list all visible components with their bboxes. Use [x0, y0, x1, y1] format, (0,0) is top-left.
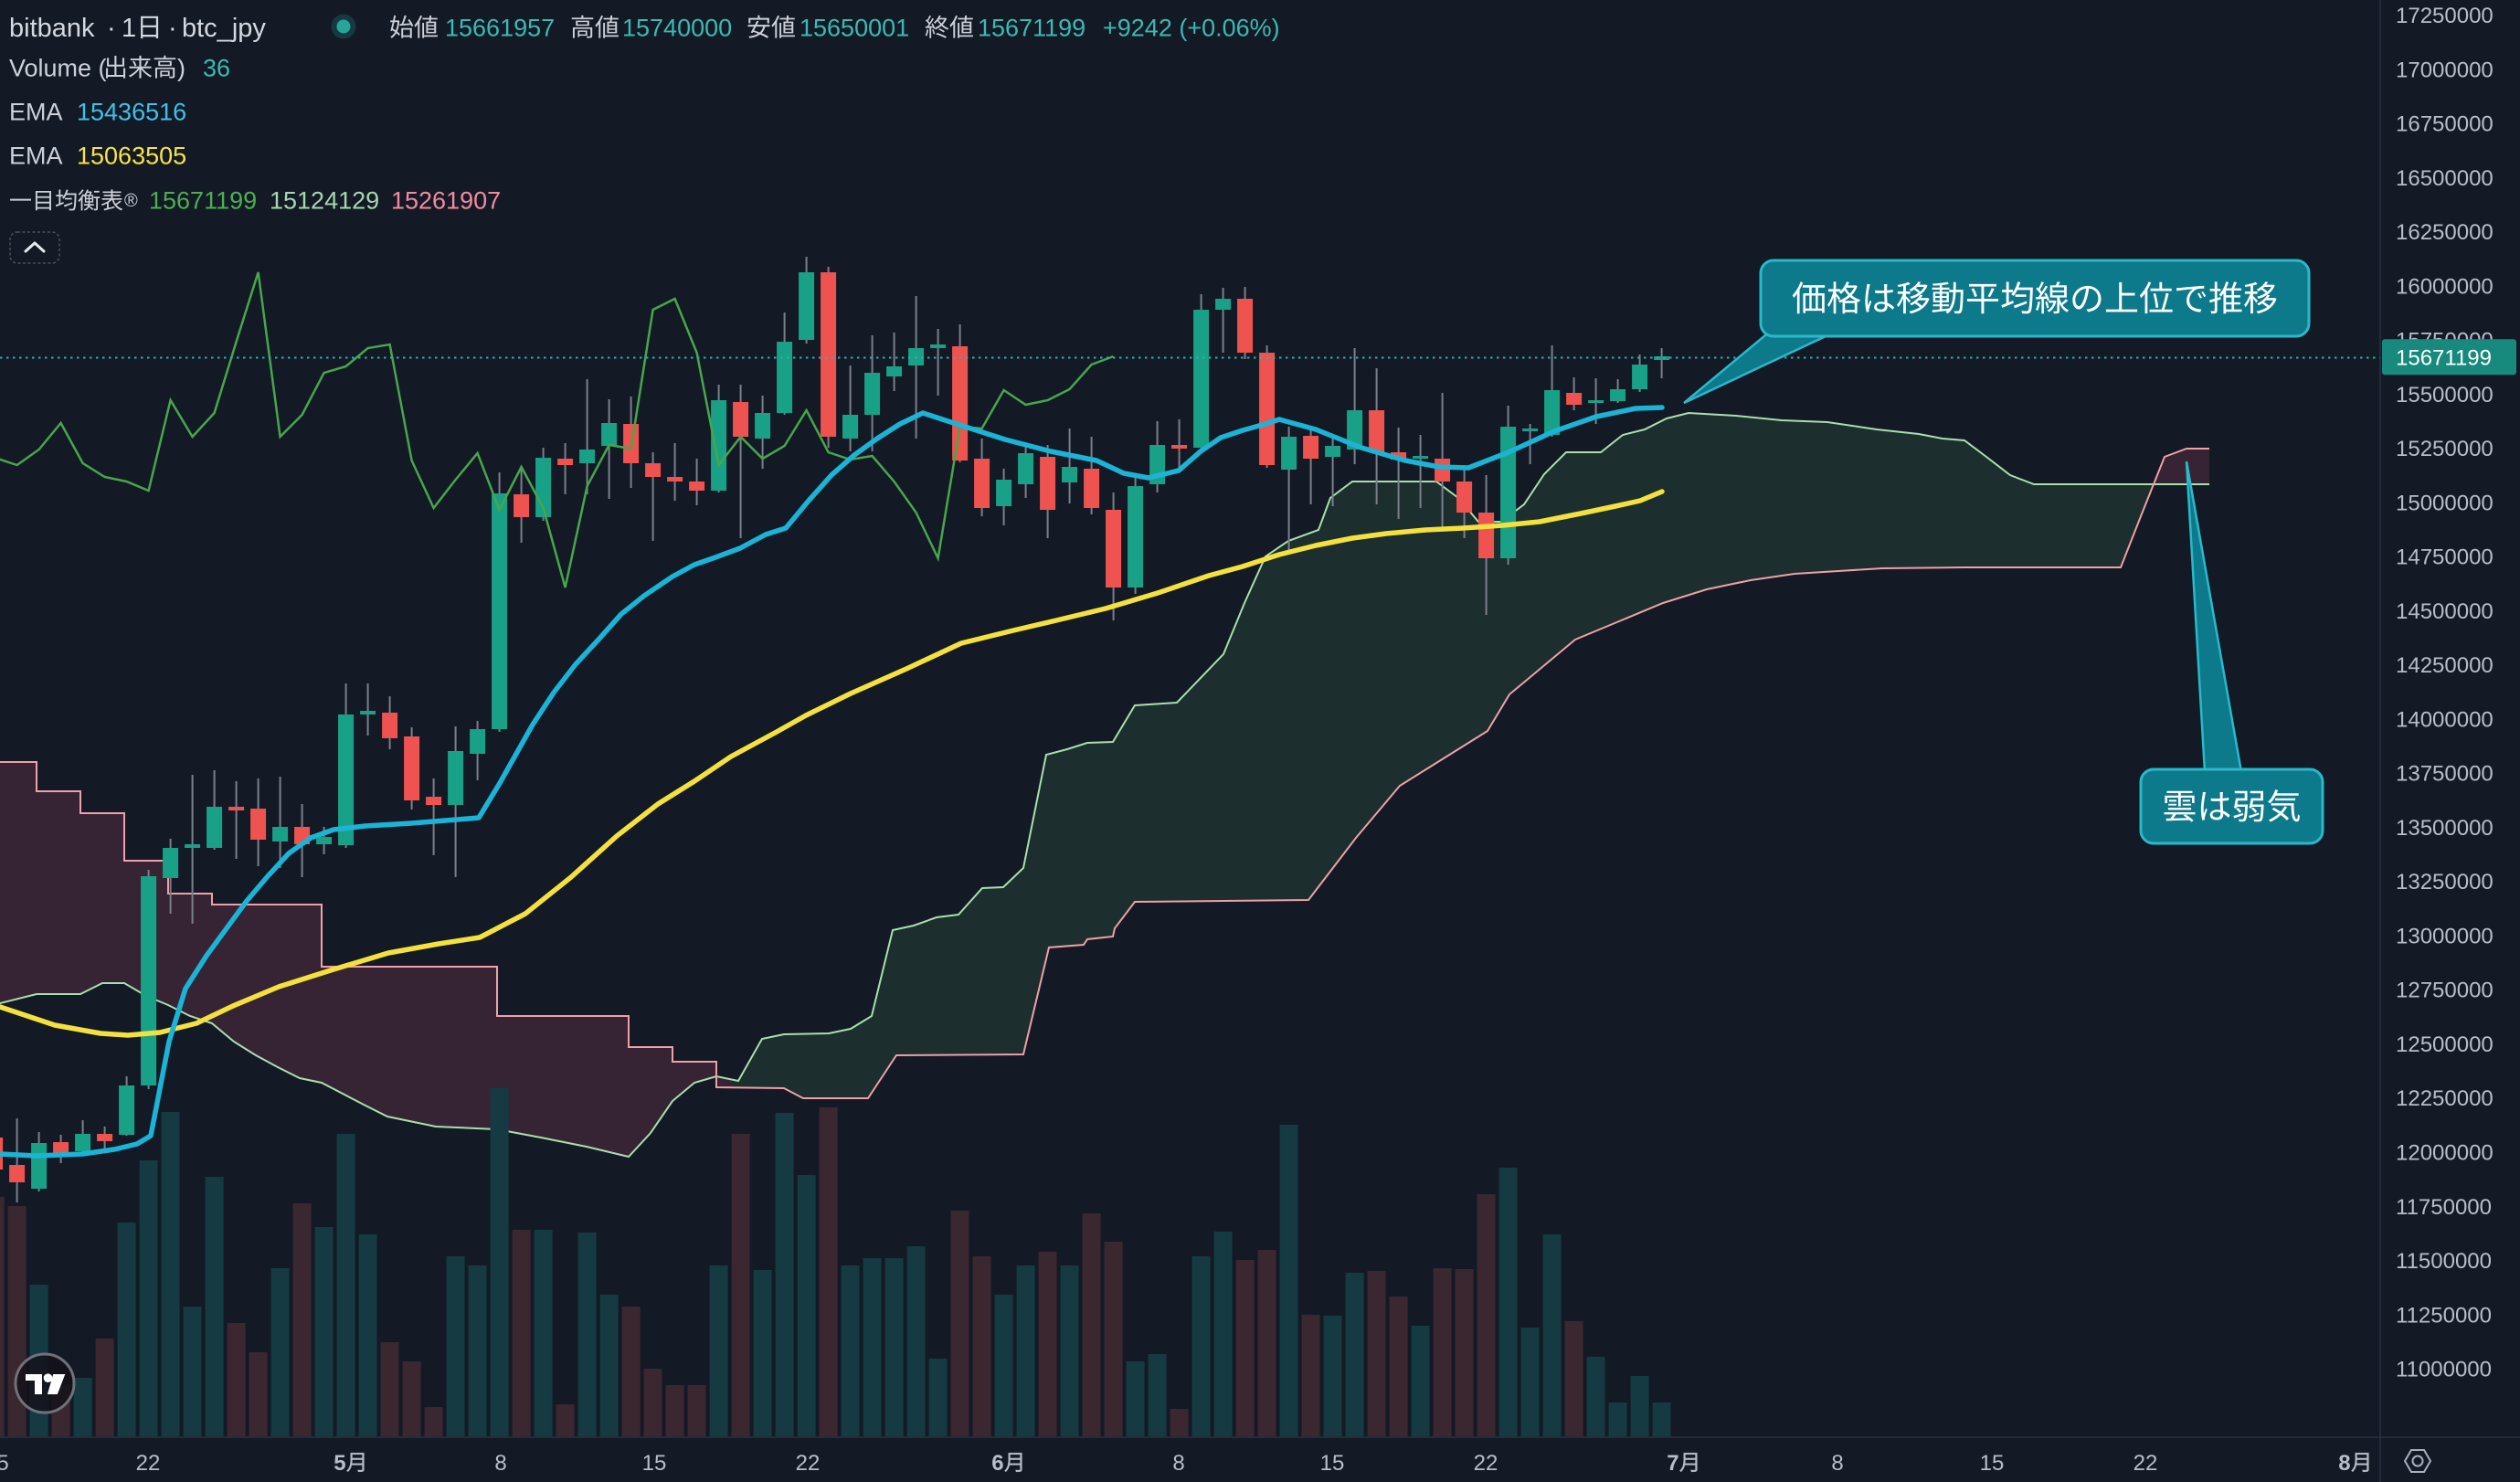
- svg-text:5: 5: [334, 1451, 345, 1476]
- svg-text:22: 22: [796, 1451, 821, 1476]
- svg-text:15671199: 15671199: [149, 186, 257, 214]
- svg-text:15: 15: [1980, 1451, 2005, 1476]
- svg-text:16250000: 16250000: [2396, 220, 2494, 245]
- svg-text:12500000: 12500000: [2396, 1032, 2494, 1057]
- svg-text:36: 36: [203, 55, 230, 82]
- svg-text:Volume (: Volume (: [9, 55, 107, 82]
- svg-text:12000000: 12000000: [2396, 1141, 2494, 1166]
- svg-text:13750000: 13750000: [2396, 762, 2494, 787]
- svg-text:+9242 (+0.06%): +9242 (+0.06%): [1103, 15, 1280, 42]
- svg-text:15436516: 15436516: [77, 98, 186, 125]
- svg-text:17000000: 17000000: [2396, 58, 2494, 82]
- svg-text:17250000: 17250000: [2396, 4, 2494, 28]
- svg-text:11750000: 11750000: [2396, 1195, 2492, 1220]
- svg-text:15: 15: [1320, 1451, 1345, 1476]
- svg-text:15650001: 15650001: [799, 15, 909, 42]
- svg-text:·: ·: [168, 14, 177, 43]
- svg-text:1: 1: [122, 14, 136, 43]
- svg-text:13500000: 13500000: [2396, 816, 2494, 841]
- svg-text:6: 6: [991, 1451, 1003, 1476]
- svg-text:8: 8: [2338, 1451, 2350, 1476]
- svg-text:bitbank: bitbank: [9, 14, 95, 43]
- svg-text:8: 8: [1172, 1451, 1184, 1476]
- svg-text:EMA: EMA: [9, 98, 63, 125]
- svg-text:15124129: 15124129: [270, 186, 379, 214]
- svg-text:16000000: 16000000: [2396, 274, 2494, 299]
- svg-text:15250000: 15250000: [2396, 437, 2494, 461]
- svg-text:22: 22: [136, 1451, 161, 1476]
- svg-text:15740000: 15740000: [622, 15, 732, 42]
- svg-text:·: ·: [107, 14, 116, 43]
- svg-text:15671199: 15671199: [2396, 345, 2492, 370]
- svg-text:14250000: 14250000: [2396, 653, 2494, 678]
- svg-text:22: 22: [2134, 1451, 2158, 1476]
- svg-text:15500000: 15500000: [2396, 383, 2494, 408]
- svg-text:11500000: 11500000: [2396, 1249, 2492, 1274]
- svg-text:5: 5: [0, 1451, 9, 1476]
- svg-text:btc_jpy: btc_jpy: [182, 14, 266, 43]
- svg-text:22: 22: [1474, 1451, 1498, 1476]
- svg-text:15000000: 15000000: [2396, 491, 2494, 515]
- svg-text:12250000: 12250000: [2396, 1086, 2494, 1111]
- svg-text:14000000: 14000000: [2396, 707, 2494, 732]
- svg-text:11250000: 11250000: [2396, 1303, 2492, 1328]
- svg-text:13250000: 13250000: [2396, 870, 2494, 894]
- svg-text:16750000: 16750000: [2396, 112, 2494, 137]
- svg-text:15261907: 15261907: [391, 186, 501, 214]
- svg-text:11000000: 11000000: [2396, 1358, 2492, 1382]
- svg-text:®: ®: [124, 191, 138, 211]
- svg-text:15: 15: [642, 1451, 667, 1476]
- svg-text:): ): [177, 55, 185, 82]
- svg-text:EMA: EMA: [9, 142, 63, 169]
- svg-text:12750000: 12750000: [2396, 979, 2494, 1003]
- svg-text:13000000: 13000000: [2396, 925, 2494, 949]
- svg-text:8: 8: [1831, 1451, 1843, 1476]
- svg-text:15671199: 15671199: [978, 15, 1085, 42]
- svg-text:8: 8: [494, 1451, 506, 1476]
- svg-text:16500000: 16500000: [2396, 166, 2494, 191]
- svg-text:15661957: 15661957: [445, 15, 555, 42]
- svg-text:7: 7: [1667, 1451, 1678, 1476]
- svg-text:14500000: 14500000: [2396, 599, 2494, 624]
- svg-text:15063505: 15063505: [77, 142, 186, 169]
- svg-text:14750000: 14750000: [2396, 545, 2494, 570]
